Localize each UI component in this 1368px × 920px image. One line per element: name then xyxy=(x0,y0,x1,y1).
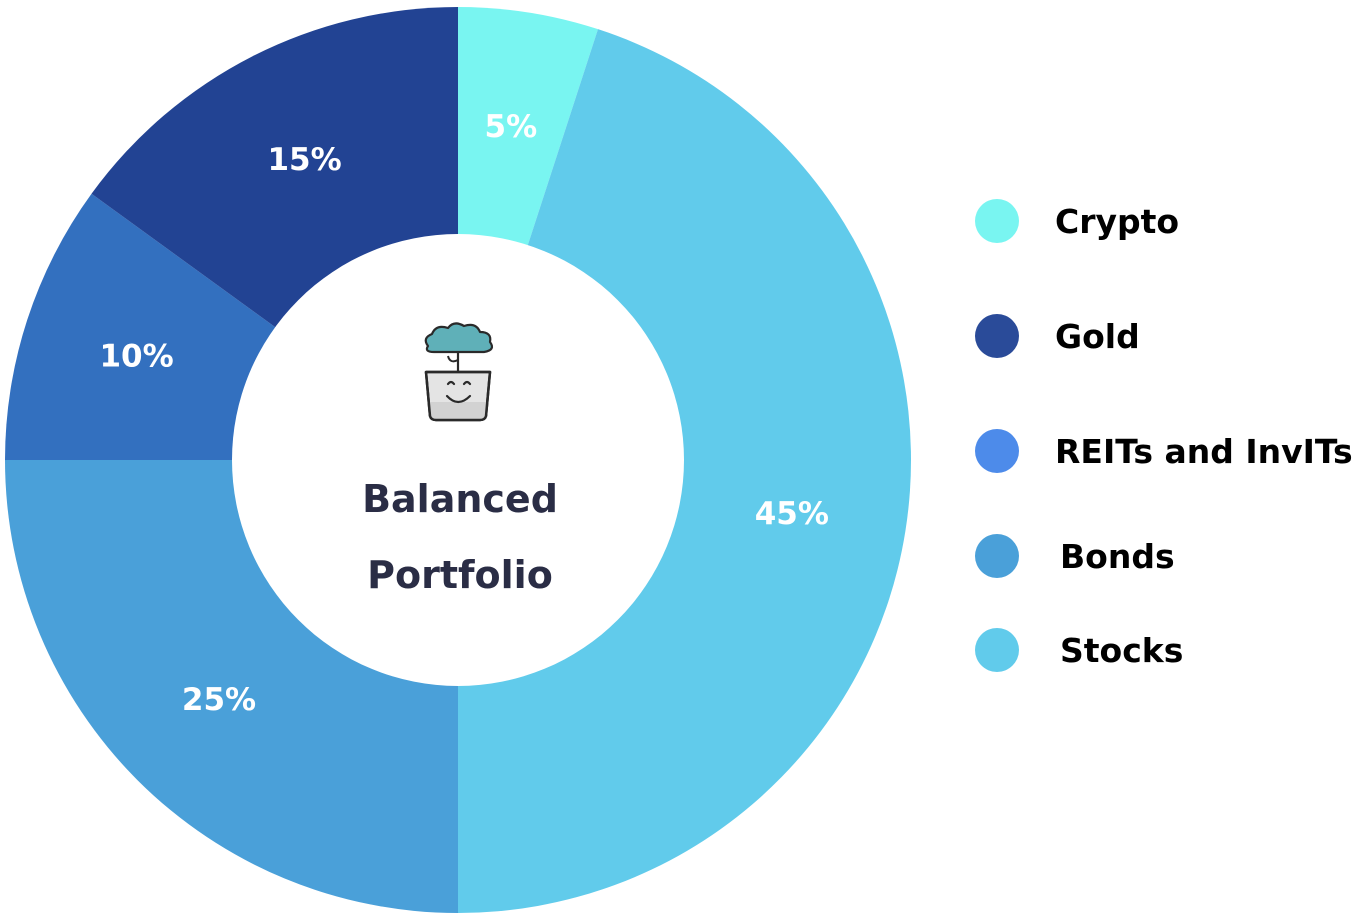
legend-item-gold: Gold xyxy=(975,314,1140,358)
slice-label-bonds: 25% xyxy=(182,682,256,718)
slice-stocks xyxy=(458,29,911,914)
legend-label-stocks: Stocks xyxy=(1060,631,1183,670)
legend-item-bonds: Bonds xyxy=(975,534,1175,578)
legend-swatch-reits-and-invits xyxy=(975,429,1019,473)
legend-label-crypto: Crypto xyxy=(1055,202,1179,241)
legend-item-reits-and-invits: REITs and InvITs xyxy=(975,429,1353,473)
slice-label-gold: 15% xyxy=(267,142,341,178)
legend-swatch-crypto xyxy=(975,199,1019,243)
legend-swatch-stocks xyxy=(975,628,1019,672)
legend-swatch-gold xyxy=(975,314,1019,358)
center-label-line-2: Portfolio xyxy=(367,553,553,597)
legend: Crypto Gold REITs and InvITs Bonds Stock… xyxy=(975,199,1353,672)
legend-label-reits-and-invits: REITs and InvITs xyxy=(1055,432,1353,471)
smiling-plant-pot-icon xyxy=(424,322,494,422)
slice-label-crypto: 5% xyxy=(485,109,538,145)
slice-label-reits-and-invits: 10% xyxy=(99,339,173,375)
legend-item-crypto: Crypto xyxy=(975,199,1179,243)
slice-label-stocks: 45% xyxy=(755,496,829,532)
legend-swatch-bonds xyxy=(975,534,1019,578)
legend-label-bonds: Bonds xyxy=(1060,537,1175,576)
center-label-line-1: Balanced xyxy=(362,477,558,521)
chart-slice-labels: 5% 45% 25% 10% 15% xyxy=(99,109,828,718)
legend-item-stocks: Stocks xyxy=(975,628,1183,672)
donut-hole xyxy=(232,234,684,686)
legend-label-gold: Gold xyxy=(1055,317,1140,356)
